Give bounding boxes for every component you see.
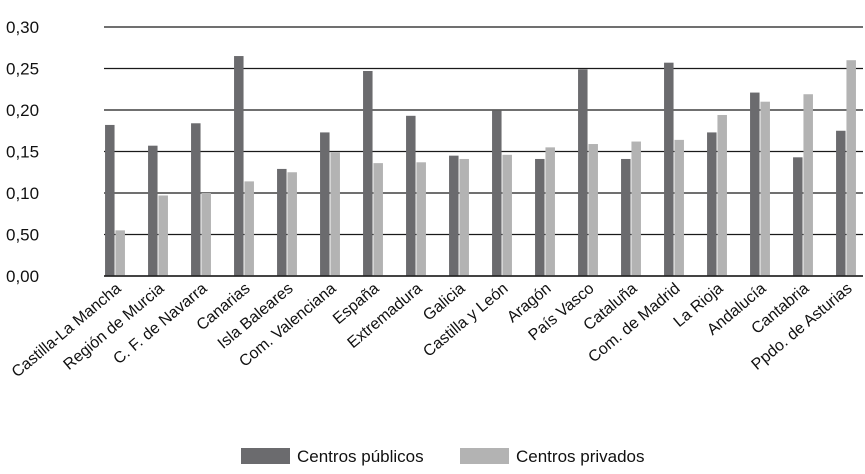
bar-centros-privados-region-de-murcia [158,195,168,276]
bar-centros-privados-ppdo-de-asturias [846,60,856,277]
bar-centros-publicos-castilla-la-mancha [105,124,115,276]
bar-centros-publicos-com-de-madrid [664,62,674,276]
bar-centros-publicos-canarias [234,56,244,276]
bar-centros-privados-com-valenciana [330,152,340,276]
bar-centros-publicos-ppdo-de-asturias [836,130,846,276]
bar-centros-privados-canarias [244,181,254,276]
y-tick-label: 0,20 [6,101,39,120]
bar-centros-privados-c-f-de-navarra [201,193,211,276]
y-tick-label: 0,30 [6,18,39,37]
bar-centros-publicos-com-valenciana [320,132,330,276]
bar-centros-privados-andalucia [760,101,770,276]
bar-centros-privados-la-rioja [717,114,727,276]
gridlines [104,26,863,277]
bar-centros-privados-galicia [459,158,469,276]
bar-centros-privados-castilla-la-mancha [115,230,125,276]
bar-centros-privados-pais-vasco [588,144,598,276]
legend-swatch-centros-privados [460,448,509,464]
bar-centros-publicos-castilla-y-leon [492,110,502,276]
legend-label-centros-privados: Centros privados [516,447,645,466]
bar-centros-privados-cataluna [631,141,641,276]
bar-centros-publicos-la-rioja [707,132,717,276]
y-axis-tick-labels: 0,00 0,50 0,10 0,15 0,20 0,25 0,30 [6,18,39,286]
y-tick-label: 0,00 [6,267,39,286]
bar-centros-publicos-andalucia [750,92,760,276]
bar-centros-publicos-pais-vasco [578,69,588,276]
bar-centros-publicos-aragon [535,158,545,276]
y-tick-label: 0,15 [6,143,39,162]
bar-centros-privados-espana [373,163,383,276]
legend-label-centros-publicos: Centros públicos [297,447,424,466]
bar-centros-publicos-cataluna [621,158,631,276]
bar-centros-publicos-extremadura [406,115,416,276]
legend: Centros públicos Centros privados [241,447,645,466]
bar-centros-publicos-region-de-murcia [148,145,158,276]
bars [104,56,863,277]
y-tick-label: 0,10 [6,184,39,203]
y-tick-label: 0,25 [6,60,39,79]
bar-centros-privados-cantabria [803,94,813,276]
bar-centros-publicos-c-f-de-navarra [191,123,201,276]
bar-centros-privados-com-de-madrid [674,139,684,276]
y-tick-label: 0,50 [6,226,39,245]
bar-centros-publicos-espana [363,70,373,277]
legend-swatch-centros-publicos [241,448,290,464]
bar-centros-publicos-isla-baleares [277,168,287,276]
bar-centros-privados-isla-baleares [287,172,297,276]
x-tick-label: Extremadura [344,280,425,352]
bar-centros-privados-aragon [545,147,555,276]
bar-centros-privados-castilla-y-leon [502,154,512,276]
bar-centros-publicos-cantabria [793,157,803,276]
bar-centros-privados-extremadura [416,162,426,276]
bar-centros-publicos-galicia [449,155,459,276]
